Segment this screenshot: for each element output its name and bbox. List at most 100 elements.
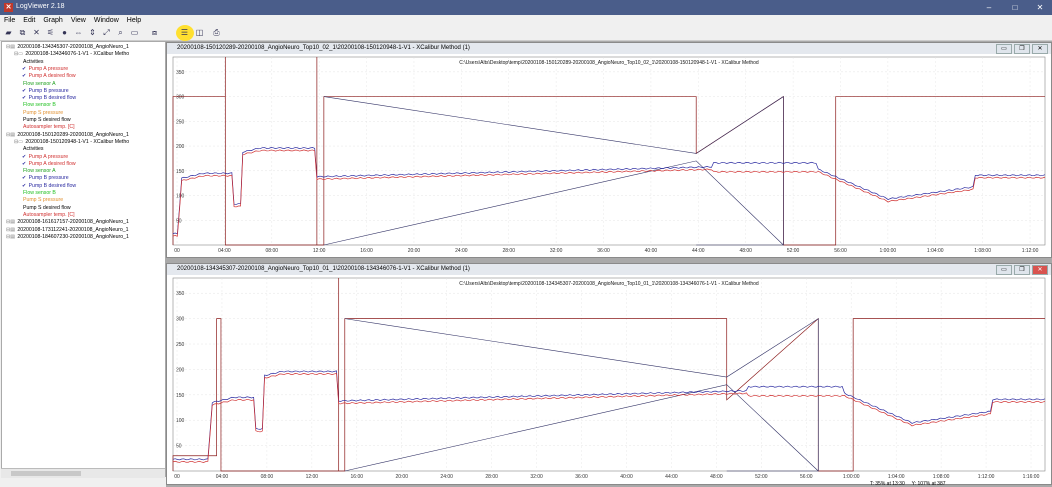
tree-node-label: Pump B pressure: [28, 87, 69, 94]
tree-node[interactable]: ⊟▤ 20200108-184607230-20200108_AngioNeur…: [6, 234, 129, 241]
y-tick-label: 300: [176, 317, 185, 323]
tree-node[interactable]: ⊟▭ 20200108-134346076-1-V1 - XCalibur Me…: [14, 51, 129, 58]
tree-node[interactable]: Pump S pressure: [22, 110, 63, 117]
tree-node-label: Autosampler temp. [C]: [23, 124, 75, 131]
win-close-button[interactable]: ✕: [1032, 44, 1048, 54]
app-title: LogViewer 2.18: [16, 3, 65, 10]
tree-node[interactable]: Autosampler temp. [C]: [22, 212, 75, 219]
maximize-button[interactable]: □: [1012, 3, 1018, 12]
zoom-x-icon[interactable]: ⇔: [74, 28, 83, 37]
tree-node-label: 20200108-150120948-1-V1 - XCalibur Metho: [25, 138, 130, 145]
tree-node[interactable]: Flow sensor A: [22, 81, 56, 88]
win-restore-button[interactable]: ❐: [1014, 44, 1030, 54]
tree-node[interactable]: ✔ Pump A desired flow: [22, 73, 76, 80]
menu-window[interactable]: Window: [93, 17, 119, 24]
tree-node[interactable]: ⊟▤ 20200108-173112241-20200108_AngioNeur…: [6, 227, 129, 234]
tree-node[interactable]: Activities: [22, 146, 43, 153]
x-tick-label: 52:00: [755, 474, 768, 480]
tree-node-label: 20200108-134346076-1-V1 - XCalibur Metho: [25, 51, 130, 58]
search-icon[interactable]: ⌕: [118, 28, 123, 37]
x-tick-label: 56:00: [834, 248, 847, 254]
tree-node[interactable]: ✔ Pump A pressure: [22, 66, 68, 73]
chart-window-top[interactable]: 20200108-150120289-20200108_AngioNeuro_T…: [166, 42, 1052, 258]
x-tick-label: 16:00: [360, 248, 373, 254]
scroll-thumb[interactable]: [11, 471, 81, 476]
log-tree[interactable]: ⊟▤ 20200108-134345307-20200108_AngioNeur…: [1, 41, 166, 477]
tree-node[interactable]: ⊟▤ 20200108-161617157-20200108_AngioNeur…: [6, 219, 129, 226]
x-tick-label: 32:00: [530, 474, 543, 480]
print-icon[interactable]: ⎙: [213, 28, 220, 37]
tree-node[interactable]: Flow sensor B: [22, 102, 56, 109]
plot-frame: [172, 56, 1046, 246]
tree-node[interactable]: Pump S desired flow: [22, 117, 71, 124]
ruler-icon[interactable]: ▭: [130, 28, 139, 37]
tree-node-label: Pump A pressure: [28, 65, 69, 72]
tree-node[interactable]: Flow sensor A: [22, 168, 56, 175]
tree-node[interactable]: ✔ Pump B pressure: [22, 88, 69, 95]
x-tick-label: 12:00: [306, 474, 319, 480]
tree-node[interactable]: Flow sensor B: [22, 190, 56, 197]
chart-path-label: C:\Users\Alts\Desktop\temp\20200108-1343…: [459, 281, 759, 287]
tree-node-label: Pump S desired flow: [23, 117, 71, 123]
chart-settings-icon[interactable]: ⚟: [46, 28, 55, 37]
y-tick-label: 200: [176, 144, 185, 150]
expand-toggle-icon: ⊟▤: [6, 44, 17, 50]
close-button[interactable]: ✕: [1036, 3, 1044, 12]
delete-icon[interactable]: ✕: [33, 28, 40, 37]
copy-icon[interactable]: ⧉: [19, 28, 26, 37]
tree-node-label: Pump A desired flow: [28, 73, 76, 80]
x-tick-label: 1:00:00: [843, 474, 860, 480]
x-tick-label: 48:00: [710, 474, 723, 480]
win-minimize-button[interactable]: ▭: [996, 44, 1012, 54]
tile-horizontal-icon[interactable]: ☰: [180, 28, 189, 37]
window-buttons: ▭ ❐ ✕: [994, 44, 1048, 54]
y-tick-label: 200: [176, 367, 185, 373]
record-icon[interactable]: ●: [62, 28, 67, 37]
tree-node[interactable]: ✔ Pump B desired flow: [22, 183, 76, 190]
chart-window-bottom[interactable]: 20200108-134345307-20200108_AngioNeuro_T…: [166, 263, 1052, 485]
tree-node[interactable]: ⊟▤ 20200108-150120289-20200108_AngioNeur…: [6, 132, 129, 139]
win-restore-button[interactable]: ❐: [1014, 265, 1030, 275]
win-minimize-button[interactable]: ▭: [996, 265, 1012, 275]
open-folder-icon[interactable]: ▰: [5, 28, 12, 37]
chart-plot-bottom[interactable]: 350 300 250 200 150 100 50 00 04:00 08:00 12:00 16:…: [167, 275, 1051, 484]
menu-edit[interactable]: Edit: [23, 17, 36, 24]
tree-node[interactable]: ✔ Pump B pressure: [22, 175, 69, 182]
tree-node[interactable]: ✔ Pump B desired flow: [22, 95, 76, 102]
tile-vertical-icon[interactable]: ◫: [195, 28, 204, 37]
tree-node[interactable]: ⊟▭ 20200108-150120948-1-V1 - XCalibur Me…: [14, 139, 129, 146]
tree-node[interactable]: Autosampler temp. [C]: [22, 124, 75, 131]
checkmark-icon: ✔: [22, 87, 28, 94]
expand-toggle-icon: ⊟▤: [6, 131, 17, 138]
minimize-button[interactable]: –: [986, 3, 992, 12]
zoom-y-icon[interactable]: ⇕: [89, 28, 96, 37]
menu-view[interactable]: View: [70, 17, 86, 24]
menu-file[interactable]: File: [4, 17, 16, 24]
win-close-button[interactable]: ✕: [1032, 265, 1048, 275]
tree-horizontal-scrollbar[interactable]: [1, 468, 165, 478]
tree-node[interactable]: ✔ Pump A desired flow: [22, 161, 76, 168]
menu-graph[interactable]: Graph: [43, 17, 63, 24]
checkmark-icon: ✔: [22, 153, 28, 160]
checkmark-icon: ✔: [22, 160, 28, 167]
tree-node-label: Pump S pressure: [23, 109, 64, 116]
tree-node[interactable]: Pump S pressure: [22, 197, 63, 204]
tree-node-label: Activities: [23, 146, 44, 153]
tree-node-label: Activities: [23, 58, 44, 65]
tree-node-label: Flow sensor A: [23, 80, 56, 87]
tree-node[interactable]: Pump S desired flow: [22, 205, 71, 212]
tree-node[interactable]: Activities: [22, 59, 43, 66]
x-tick-label: 04:00: [216, 474, 229, 480]
tree-node[interactable]: ⊟▤ 20200108-134345307-20200108_AngioNeur…: [6, 44, 129, 51]
x-tick-label: 28:00: [502, 248, 515, 254]
plot-frame: [172, 277, 1046, 472]
zoom-fit-icon[interactable]: ⤢: [103, 28, 110, 37]
window-title: 20200108-134345307-20200108_AngioNeuro_T…: [167, 264, 1051, 275]
tile-cascade-icon[interactable]: ⧈: [151, 28, 158, 37]
menu-help[interactable]: Help: [126, 17, 142, 24]
tree-node-label: 20200108-134345307-20200108_AngioNeuro_1: [17, 44, 129, 50]
tree-node[interactable]: ✔ Pump A pressure: [22, 154, 68, 161]
status-right: Y: 107% at 387: [911, 481, 946, 487]
x-tick-label: 40:00: [620, 474, 633, 480]
